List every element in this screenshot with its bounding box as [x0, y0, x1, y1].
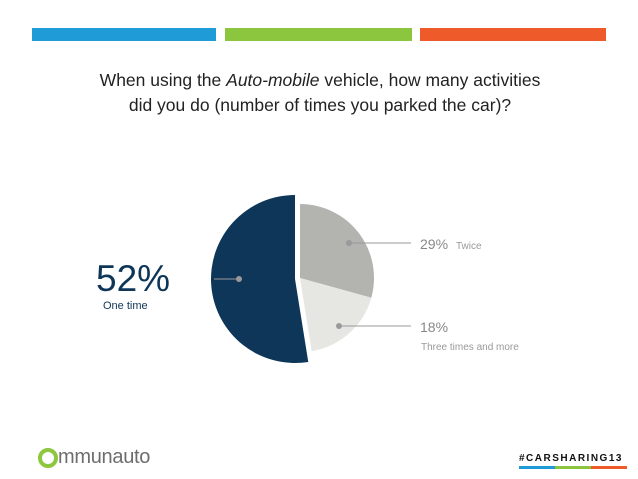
hashtag-bar-blue — [519, 466, 555, 469]
question-part2: vehicle, how many activities — [319, 70, 541, 90]
leader-dot-one-time — [236, 276, 242, 282]
hashtag-bar-green — [555, 466, 591, 469]
slice-three-percent: 18% — [420, 319, 449, 335]
pie-slice-three-times-and-more — [300, 278, 372, 352]
question-part1: When using the — [99, 70, 227, 90]
slice-one-time-percent: 52% — [96, 258, 171, 299]
hashtag: #CARSHARING13 — [519, 453, 623, 464]
header-bar-orange — [420, 28, 606, 41]
hashtag-underline — [519, 466, 627, 469]
logo-text: mmunauto — [58, 446, 151, 468]
hashtag-bar-orange — [591, 466, 627, 469]
logo-c-mark — [38, 447, 58, 468]
question-line2: did you do (number of times you parked t… — [128, 95, 512, 115]
leader-dot-three-times-and-more — [336, 323, 342, 329]
question-title: When using the Auto-mobile vehicle, how … — [40, 68, 600, 118]
header-bar-green — [225, 28, 412, 41]
slice-twice-percent: 29% — [420, 236, 449, 252]
slice-one-time-label: One time — [103, 300, 148, 312]
slice-three-label: Three times and more — [421, 342, 519, 353]
question-italic: Auto-mobile — [226, 70, 320, 90]
pie-slice-one-time — [211, 195, 309, 363]
slice-twice-label: Twice — [456, 241, 482, 252]
communauto-logo: mmunauto — [38, 446, 150, 469]
header-bar-blue — [32, 28, 216, 41]
leader-dot-twice — [346, 240, 352, 246]
pie-slice-twice — [300, 204, 374, 298]
